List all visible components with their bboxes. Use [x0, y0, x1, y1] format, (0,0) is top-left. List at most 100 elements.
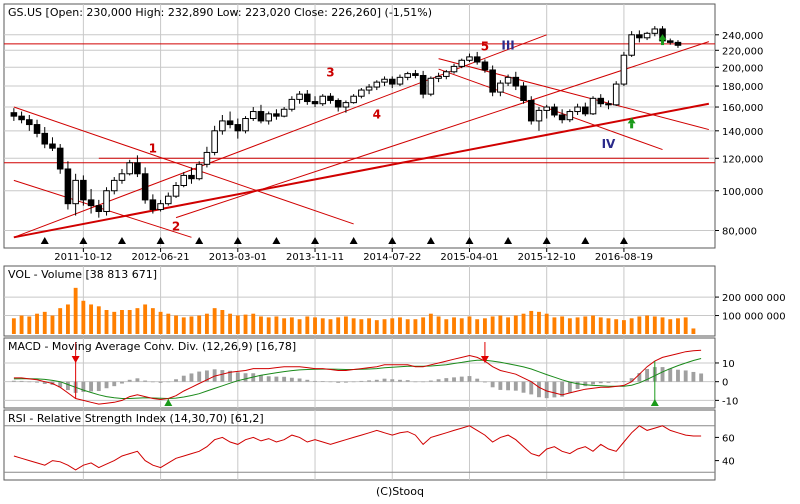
- signal-arrows: [627, 34, 667, 129]
- sell-signal-icon: [71, 356, 80, 363]
- candle-body: [443, 71, 450, 77]
- price-y-tick-label: 240,000: [722, 31, 763, 42]
- volume-bar: [181, 317, 186, 334]
- volume-bar: [104, 310, 109, 334]
- macd-histogram-bar: [181, 375, 186, 382]
- macd-histogram-bar: [266, 376, 271, 382]
- volume-bar: [506, 317, 511, 334]
- candle-body: [589, 97, 597, 115]
- volume-bar: [158, 311, 163, 334]
- candle-body: [280, 108, 288, 117]
- price-y-tick-label: 140,000: [722, 127, 763, 138]
- rsi-y-tick-label: 60: [722, 433, 735, 444]
- wave-label: 3: [326, 65, 334, 79]
- candle-body: [180, 174, 188, 186]
- candle-body: [566, 111, 574, 121]
- candle-body: [234, 124, 242, 132]
- volume-bar: [652, 316, 657, 334]
- macd-histogram-bar: [166, 381, 171, 383]
- volume-bar: [11, 318, 16, 334]
- volume-bar: [467, 316, 472, 334]
- macd-histogram-bar: [359, 380, 364, 382]
- macd-histogram-bar: [421, 381, 426, 383]
- volume-bar: [552, 317, 557, 334]
- trend-line: [438, 68, 663, 151]
- candle-body: [265, 113, 272, 122]
- wave-label: 2: [172, 220, 180, 234]
- volume-bar: [266, 317, 271, 334]
- volume-bar: [436, 316, 441, 334]
- candle-body: [350, 95, 357, 104]
- candle-body: [157, 203, 164, 211]
- macd-histogram-bar: [112, 381, 117, 387]
- macd-histogram-bar: [598, 381, 603, 384]
- volume-bar: [189, 316, 194, 334]
- macd-lines: [13, 349, 702, 405]
- volume-bar: [660, 317, 665, 334]
- macd-histogram-bar: [297, 378, 302, 382]
- candle-body: [535, 109, 543, 122]
- macd-histogram-bar: [89, 381, 94, 392]
- candle-body: [33, 124, 41, 134]
- macd-histogram-bar: [11, 380, 16, 382]
- period-marker-icon: [233, 237, 242, 244]
- volume-bar: [444, 319, 449, 334]
- candle-body: [551, 106, 558, 116]
- candle-body: [80, 179, 87, 201]
- rsi-panel: 40 60 RSI - Relative Strength Index (14,3…: [3, 409, 735, 481]
- candle-body: [18, 115, 25, 121]
- volume-bars: [11, 287, 696, 334]
- volume-bar: [228, 313, 233, 334]
- macd-histogram-bar: [444, 378, 449, 382]
- volume-bar: [351, 318, 356, 334]
- volume-bar: [367, 318, 372, 334]
- up-arrow-icon: [627, 117, 636, 124]
- macd-histogram-bar: [305, 379, 310, 382]
- macd-histogram-bar: [282, 376, 287, 382]
- volume-bar: [398, 317, 402, 334]
- volume-bar: [112, 311, 117, 334]
- macd-histogram-bar: [367, 380, 372, 382]
- date-tick-label: 2014-07-22: [363, 252, 421, 263]
- macd-histogram-bar: [212, 369, 217, 382]
- volume-bar: [405, 319, 410, 334]
- trend-line: [175, 41, 710, 219]
- macd-histogram-bar: [120, 381, 124, 384]
- horizontal-lines: [4, 43, 715, 164]
- candle-body: [674, 41, 682, 46]
- volume-bar: [251, 313, 256, 334]
- macd-histogram-bar: [428, 380, 433, 382]
- volume-bar: [390, 318, 395, 334]
- period-marker-icon: [542, 237, 551, 244]
- candle-body: [620, 54, 628, 85]
- price-y-tick-label: 220,000: [722, 46, 763, 57]
- candle-body: [612, 83, 620, 106]
- macd-histogram-bar: [336, 381, 341, 383]
- candle-body: [10, 112, 18, 117]
- rsi-y-axis: 40 60: [715, 433, 735, 468]
- macd-histogram-bar: [19, 380, 24, 382]
- macd-y-tick-label: 10: [722, 359, 735, 370]
- macd-histogram-bar: [459, 376, 464, 382]
- macd-histogram-bar: [81, 381, 86, 392]
- price-grid: [4, 4, 715, 248]
- buy-signal-icon: [164, 399, 173, 406]
- wave-label: 5: [481, 39, 489, 53]
- macd-histogram-bar: [96, 381, 101, 392]
- volume-bar: [27, 316, 32, 334]
- macd-histogram-bar: [591, 381, 595, 385]
- candle-body: [118, 173, 126, 181]
- candle-body: [605, 103, 612, 106]
- period-marker-icon: [388, 237, 397, 244]
- volume-bar: [89, 304, 94, 334]
- candle-body: [257, 111, 265, 122]
- price-y-tick-label: 160,000: [722, 103, 763, 114]
- up-arrow-icon: [658, 34, 667, 41]
- volume-bar: [320, 318, 325, 334]
- macd-y-tick-label: -10: [722, 396, 738, 407]
- date-tick-label: 2013-03-01: [209, 252, 267, 263]
- candle-body: [481, 61, 489, 71]
- candle-body: [388, 78, 396, 85]
- volume-bar: [274, 316, 279, 334]
- period-marker-icon: [156, 237, 165, 244]
